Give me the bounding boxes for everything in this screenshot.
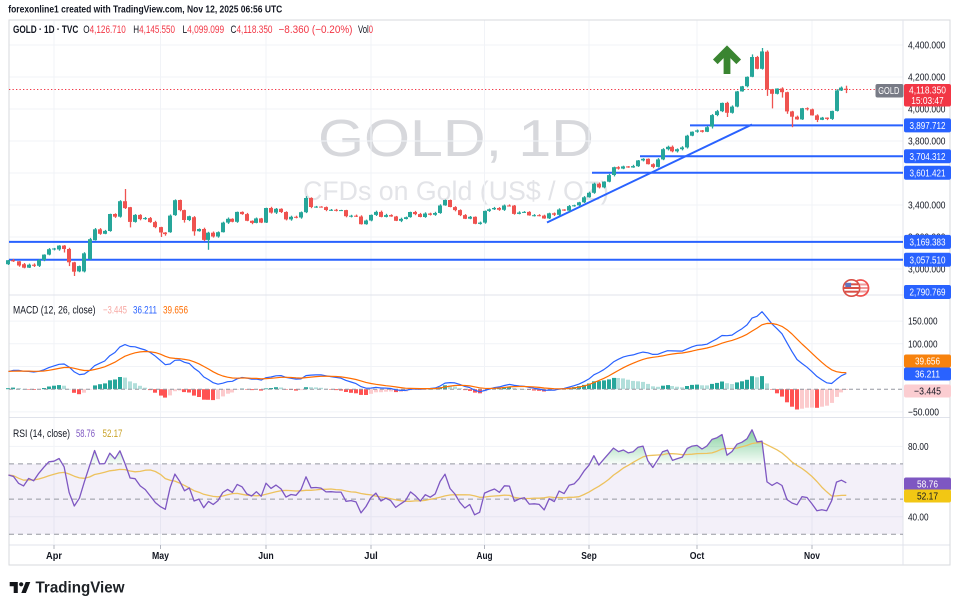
svg-text:39.656: 39.656 (915, 357, 940, 368)
svg-text:3,601.421: 3,601.421 (910, 168, 946, 179)
svg-text:GOLD, 1D: GOLD, 1D (318, 110, 594, 168)
svg-text:May: May (152, 550, 169, 562)
svg-text:52.17: 52.17 (917, 492, 938, 503)
svg-text:C4,118.350: C4,118.350 (231, 24, 273, 36)
svg-text:4,400.000: 4,400.000 (908, 41, 946, 52)
svg-text:Nov: Nov (804, 550, 820, 562)
svg-text:36.211: 36.211 (133, 305, 157, 317)
svg-text:40.00: 40.00 (908, 512, 929, 523)
svg-text:3,704.312: 3,704.312 (910, 152, 946, 163)
svg-text:Sep: Sep (581, 550, 597, 562)
svg-text:100.000: 100.000 (908, 339, 938, 350)
svg-text:−50.000: −50.000 (908, 408, 939, 419)
svg-text:58.76: 58.76 (917, 480, 938, 491)
svg-text:3,897.712: 3,897.712 (910, 121, 946, 132)
svg-text:GOLD: GOLD (878, 86, 899, 97)
svg-text:80.00: 80.00 (908, 442, 929, 453)
svg-text:3,400.000: 3,400.000 (908, 201, 946, 212)
svg-text:52.17: 52.17 (103, 428, 123, 440)
svg-text:39.656: 39.656 (163, 305, 188, 317)
svg-text:150.000: 150.000 (908, 317, 938, 328)
svg-text:3,000.000: 3,000.000 (908, 265, 946, 276)
svg-text:15:03:47: 15:03:47 (911, 96, 944, 107)
svg-text:L4,099.099: L4,099.099 (183, 24, 225, 36)
svg-text:CFDs on Gold (US$ / OZ): CFDs on Gold (US$ / OZ) (303, 176, 609, 206)
svg-text:Jul: Jul (364, 550, 378, 562)
svg-text:Jun: Jun (258, 550, 274, 562)
svg-text:58.76: 58.76 (76, 428, 95, 440)
svg-text:2,790.769: 2,790.769 (910, 288, 946, 299)
svg-text:−3.445: −3.445 (103, 305, 127, 317)
svg-text:4,200.000: 4,200.000 (908, 73, 946, 84)
svg-text:TradingView: TradingView (36, 580, 126, 597)
svg-text:3,169.383: 3,169.383 (910, 238, 946, 249)
svg-text:Vol0: Vol0 (358, 24, 373, 36)
svg-text:forexonline1 created with Trad: forexonline1 created with TradingView.co… (8, 5, 282, 16)
svg-text:3,057.510: 3,057.510 (910, 255, 946, 266)
svg-text:Oct: Oct (690, 550, 705, 562)
svg-text:RSI (14, close): RSI (14, close) (13, 428, 70, 440)
svg-text:4,000.000: 4,000.000 (908, 105, 946, 116)
svg-text:−8.360 (−0.20%): −8.360 (−0.20%) (279, 24, 353, 36)
svg-text:Apr: Apr (46, 550, 62, 562)
svg-text:H4,145.550: H4,145.550 (133, 24, 175, 36)
svg-text:−3.445: −3.445 (914, 387, 941, 398)
svg-text:3,800.000: 3,800.000 (908, 137, 946, 148)
svg-text:MACD (12, 26, close): MACD (12, 26, close) (13, 305, 96, 317)
svg-text:4,118.350: 4,118.350 (909, 86, 946, 97)
svg-text:GOLD · 1D · TVC: GOLD · 1D · TVC (13, 24, 78, 36)
svg-text:Aug: Aug (477, 550, 493, 562)
svg-text:O4,126.710: O4,126.710 (83, 24, 126, 36)
svg-text:36.211: 36.211 (915, 370, 940, 381)
